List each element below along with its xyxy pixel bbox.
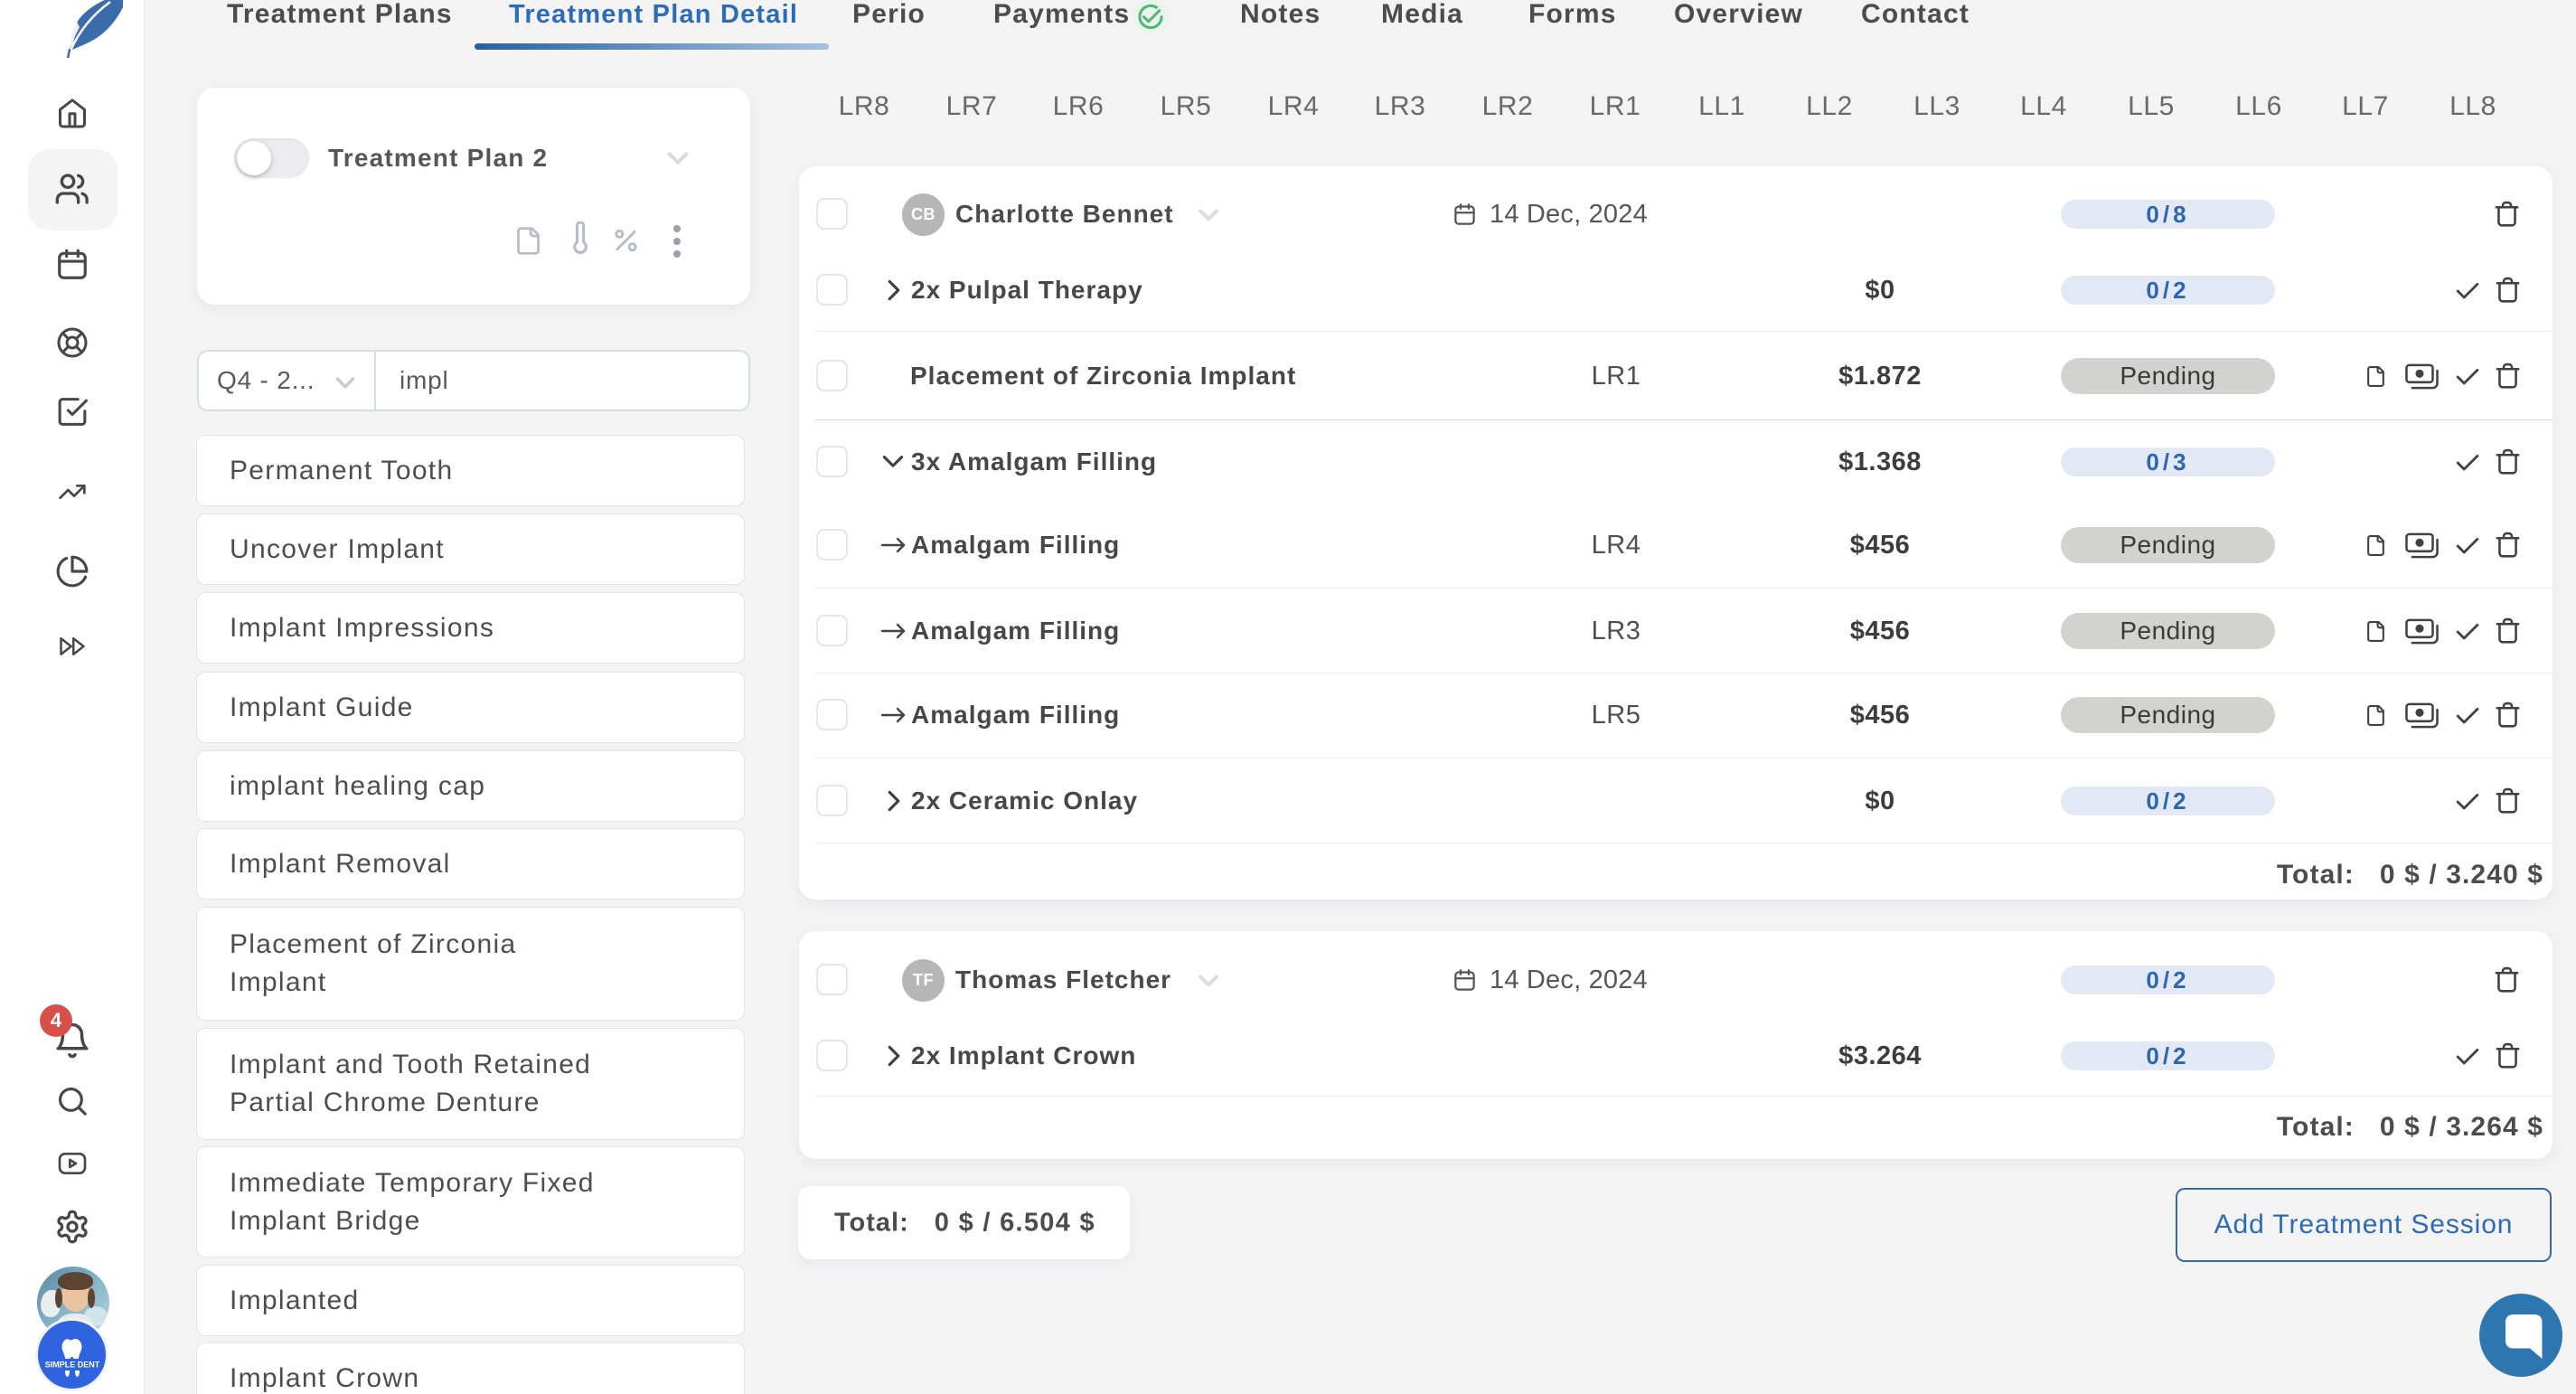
svg-text:SIMPLE DENT: SIMPLE DENT — [45, 1360, 99, 1369]
